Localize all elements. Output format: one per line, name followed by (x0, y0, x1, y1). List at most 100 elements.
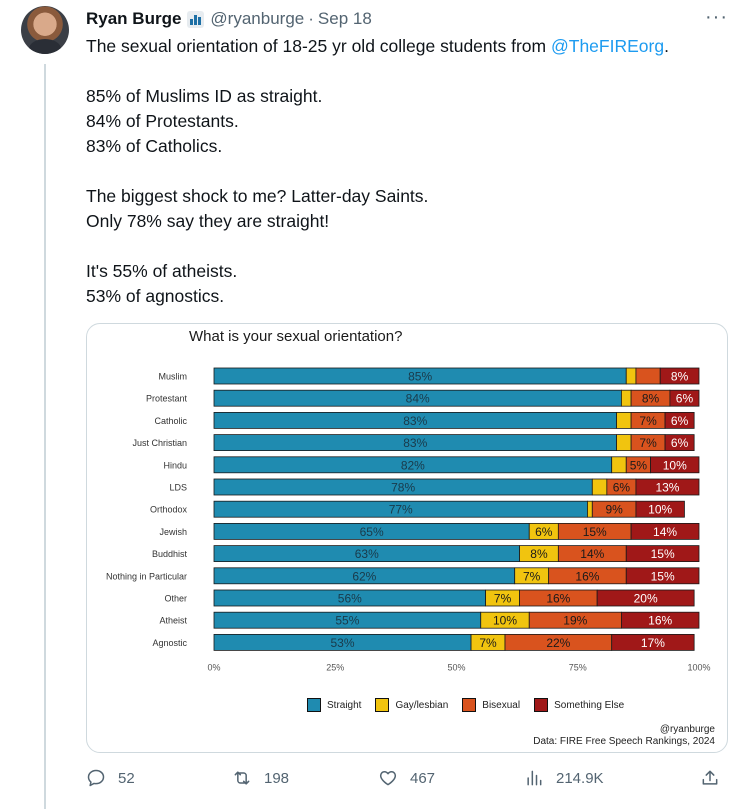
tweet-text-suffix: . (664, 36, 669, 56)
x-tick-label: 0% (207, 663, 220, 673)
data-label: 5% (630, 458, 648, 472)
data-label: 7% (494, 592, 512, 606)
bar-segment (621, 611, 700, 629)
x-tick-label: 75% (569, 663, 587, 673)
data-label: 15% (583, 525, 607, 539)
category-label: Jewish (159, 527, 187, 537)
action-bar: 52 198 467 214.9K (86, 768, 726, 796)
data-label: 8% (642, 392, 660, 406)
bar-segment (596, 589, 695, 607)
data-label: 85% (408, 370, 432, 384)
tweet-text-line: It's 55% of atheists. (86, 261, 238, 281)
views-count: 214.9K (556, 769, 604, 787)
bar-segment (616, 434, 632, 451)
share-icon (702, 770, 718, 785)
avatar[interactable] (21, 6, 69, 54)
tweet-date[interactable]: Sep 18 (317, 9, 372, 28)
bar-segment (635, 367, 661, 385)
data-label: 7% (639, 414, 657, 428)
data-label: 10% (493, 614, 517, 628)
data-label: 13% (655, 481, 679, 495)
bar-segment (625, 545, 700, 563)
bar-segment (659, 367, 700, 385)
tweet-text-line: The biggest shock to me? Latter-day Sain… (86, 186, 429, 206)
data-label: 53% (331, 636, 355, 650)
category-label: Other (164, 594, 187, 604)
data-label: 6% (676, 392, 694, 406)
bar-segment (635, 500, 685, 518)
more-options-icon[interactable]: ··· (705, 6, 728, 28)
data-label: 65% (360, 525, 384, 539)
retweet-button[interactable]: 198 (232, 768, 289, 788)
credit-source: Data: FIRE Free Speech Rankings, 2024 (533, 736, 715, 747)
category-label: Just Christian (132, 438, 187, 448)
data-label: 19% (563, 614, 587, 628)
data-label: 6% (535, 525, 553, 539)
bar-segment (625, 567, 700, 585)
category-label: Hindu (163, 460, 187, 470)
legend-swatch-gay-lesbian (375, 698, 390, 712)
data-label: 15% (651, 547, 675, 561)
share-button[interactable] (700, 768, 732, 788)
stacked-bar-chart: Muslim 85% 8% Protestant 84% 8% 6% Catholic 83% 7… (106, 367, 711, 673)
tweet-text-line: Only 78% say they are straight! (86, 211, 330, 231)
views-bar-chart-icon (527, 770, 542, 786)
separator-dot: · (308, 9, 314, 28)
data-label: 8% (671, 370, 689, 384)
views-button[interactable]: 214.9K (524, 768, 604, 788)
data-label: 62% (352, 569, 376, 583)
bar-segment (611, 456, 627, 474)
data-label: 16% (648, 614, 672, 628)
reply-count: 52 (118, 769, 135, 787)
retweet-icon (234, 771, 250, 785)
data-label: 7% (479, 636, 497, 650)
bar-segment (635, 478, 700, 496)
chart-image-card[interactable]: What is your sexual orientation? Muslim 8… (86, 323, 728, 753)
credit-handle: @ryanburge (659, 724, 715, 735)
tweet-text-line: 83% of Catholics. (86, 136, 223, 156)
chart-title: What is your sexual orientation? (189, 328, 403, 345)
data-label: 7% (523, 569, 541, 583)
category-label: Buddhist (152, 549, 188, 559)
bar-segment (587, 500, 593, 518)
bar-chart-badge-icon (187, 10, 205, 28)
heart-icon (379, 771, 397, 786)
data-label: 20% (634, 592, 658, 606)
reply-icon (87, 769, 105, 787)
legend-item-bisexual: Bisexual (462, 698, 520, 712)
bar-segment (650, 456, 700, 474)
data-label: 77% (389, 503, 413, 517)
like-button[interactable]: 467 (378, 768, 435, 788)
data-label: 16% (575, 569, 599, 583)
legend-item-gay-lesbian: Gay/lesbian (375, 698, 448, 712)
data-label: 82% (401, 458, 425, 472)
tweet-text: The sexual orientation of 18-25 yr old c… (86, 34, 726, 309)
data-label: 83% (403, 414, 427, 428)
tweet-text-line: 84% of Protestants. (86, 111, 239, 131)
bar-segment (669, 389, 700, 407)
category-label: Muslim (159, 372, 188, 382)
category-label: Catholic (154, 416, 187, 426)
reply-button[interactable]: 52 (86, 768, 135, 788)
author-handle[interactable]: @ryanburge (210, 9, 305, 28)
data-label: 78% (391, 481, 415, 495)
tweet-text-line: The sexual orientation of 18-25 yr old c… (86, 34, 726, 59)
mention-link[interactable]: @TheFIREorg (550, 36, 665, 56)
data-label: 8% (530, 547, 548, 561)
data-label: 10% (663, 458, 687, 472)
legend-label-gay-lesbian: Gay/lesbian (395, 699, 449, 711)
category-label: Orthodox (150, 505, 188, 515)
x-tick-label: 25% (326, 663, 344, 673)
tweet-text-line: 85% of Muslims ID as straight. (86, 86, 323, 106)
category-label: Atheist (159, 616, 187, 626)
data-label: 15% (651, 569, 675, 583)
legend-label-something-else: Something Else (554, 699, 625, 711)
legend-item-straight: Straight (307, 698, 361, 712)
data-label: 9% (605, 503, 623, 517)
data-label: 22% (546, 636, 570, 650)
tweet-text-line: 53% of agnostics. (86, 286, 225, 306)
category-label: Nothing in Particular (106, 571, 187, 581)
data-label: 7% (639, 436, 657, 450)
author-name[interactable]: Ryan Burge (86, 9, 182, 28)
data-label: 56% (338, 592, 362, 606)
